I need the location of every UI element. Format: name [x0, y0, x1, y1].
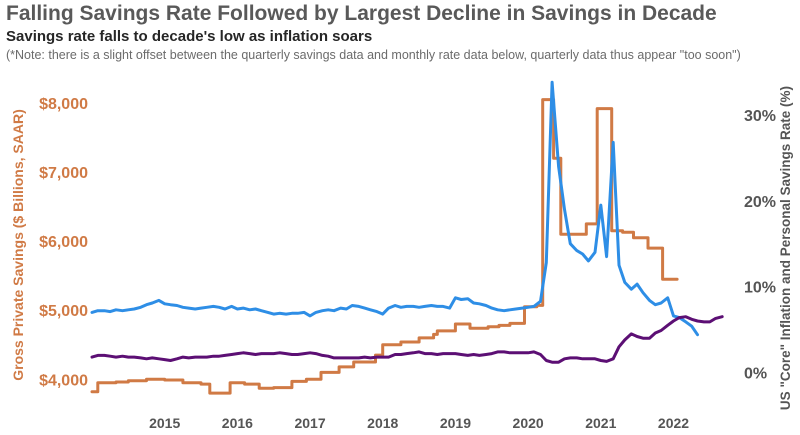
y-left-axis-label: Gross Private Savings ($ Billions, SAAR)	[10, 109, 26, 381]
chart-subtitle: Savings rate falls to decade's low as in…	[6, 28, 373, 45]
y-left-tick-label: $5,000	[39, 303, 88, 320]
x-tick-label: 2017	[294, 415, 325, 431]
y-right-axis: 0% 10% 20% 30%	[744, 108, 776, 383]
series-line-1	[90, 98, 679, 395]
x-axis: 2015 2016 2017 2018 2019 2020 2021 2022	[149, 415, 689, 431]
x-tick-label: 2016	[222, 415, 253, 431]
y-right-axis-label: US "Core" Inflation and Personal Savings…	[778, 86, 793, 410]
y-left-axis: $4,000 $5,000 $6,000 $7,000 $8,000	[39, 96, 88, 389]
y-right-tick-label: 0%	[744, 366, 767, 383]
chart-note: (*Note: there is a slight offset between…	[6, 48, 741, 62]
x-tick-label: 2018	[367, 415, 398, 431]
y-left-tick-label: $6,000	[39, 234, 88, 251]
y-right-tick-label: 20%	[744, 194, 776, 211]
series-line-3	[90, 315, 724, 364]
x-tick-label: 2015	[149, 415, 180, 431]
y-left-tick-label: $4,000	[39, 372, 88, 389]
y-right-tick-label: 30%	[744, 108, 776, 125]
y-right-tick-label: 10%	[744, 280, 776, 297]
series-lines	[90, 80, 724, 395]
y-left-tick-label: $7,000	[39, 165, 88, 182]
x-tick-label: 2019	[440, 415, 471, 431]
chart-title: Falling Savings Rate Followed by Largest…	[6, 2, 717, 25]
series-line-2	[90, 80, 699, 337]
x-tick-label: 2022	[658, 415, 689, 431]
x-tick-label: 2020	[513, 415, 544, 431]
y-left-tick-label: $8,000	[39, 96, 88, 113]
x-tick-label: 2021	[585, 415, 616, 431]
